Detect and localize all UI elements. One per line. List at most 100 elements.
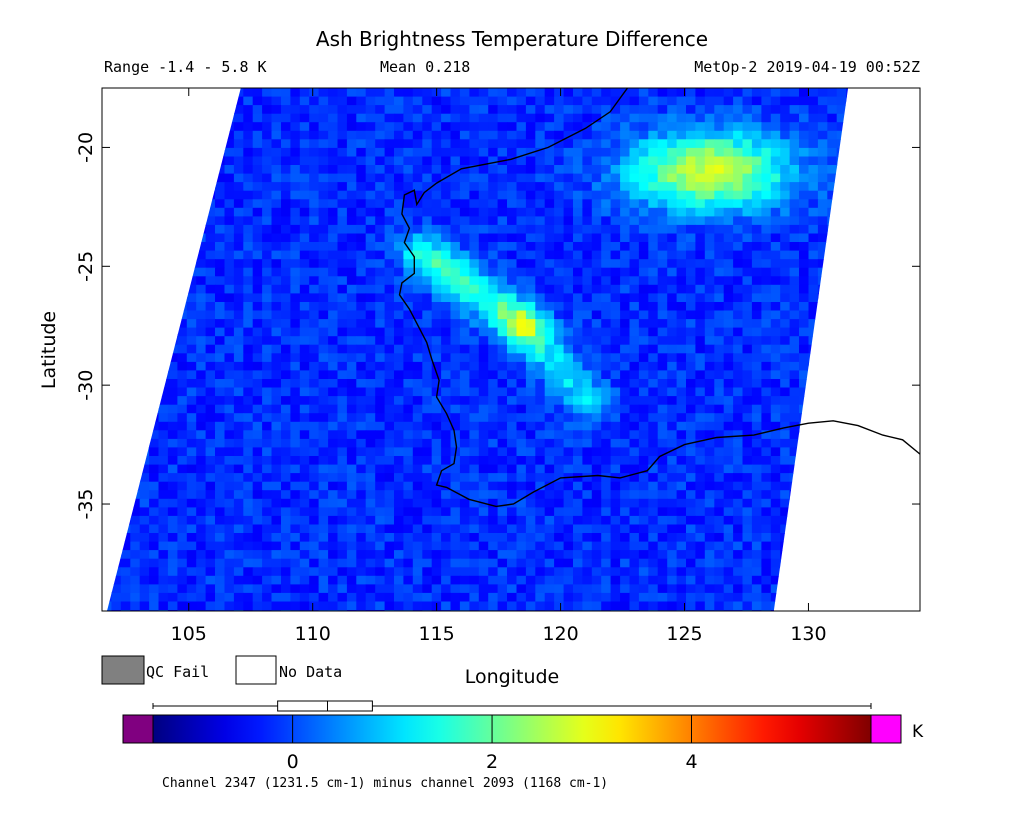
swath-cell: [139, 147, 150, 158]
swath-cell: [610, 421, 621, 431]
swath-cell: [591, 524, 602, 534]
swath-cell: [488, 276, 499, 286]
swath-cell: [563, 233, 574, 243]
swath-cell: [846, 250, 849, 260]
swath-cell: [629, 515, 640, 526]
swath-cell: [638, 404, 649, 414]
swath-cell: [375, 284, 386, 294]
swath-cell: [922, 225, 932, 234]
swath-cell: [638, 541, 649, 551]
swath-cell: [394, 541, 404, 551]
swath-cell: [648, 490, 659, 500]
swath-cell: [893, 268, 903, 277]
swath-cell: [695, 533, 706, 543]
swath-cell: [591, 473, 602, 483]
swath-cell: [497, 88, 508, 98]
swath-cell: [403, 190, 414, 200]
swath-cell: [158, 293, 169, 303]
swath-cell: [450, 216, 461, 226]
swath-cell: [412, 353, 423, 363]
swath-cell: [403, 105, 414, 115]
swath-cell: [893, 405, 903, 414]
swath-cell: [714, 361, 725, 372]
swath-cell: [459, 319, 470, 329]
swath-cell: [573, 207, 583, 217]
swath-cell: [704, 250, 715, 260]
swath-cell: [648, 456, 659, 466]
swath-cell: [262, 396, 273, 406]
swath-cell: [789, 473, 800, 483]
swath-cell: [874, 473, 884, 482]
swath-cell: [676, 438, 687, 449]
swath-cell: [856, 396, 866, 405]
swath-cell: [488, 130, 499, 140]
swath-cell: [441, 182, 452, 192]
swath-cell: [884, 285, 894, 294]
swath-cell: [375, 156, 386, 166]
swath-cell: [450, 276, 461, 286]
swath-cell: [412, 259, 423, 269]
swath-cell: [544, 473, 555, 483]
swath-cell: [554, 490, 565, 500]
swath-cell: [107, 447, 112, 457]
swath-cell: [158, 156, 169, 166]
swath-cell: [177, 310, 188, 320]
swath-cell: [233, 464, 244, 474]
swath-cell: [318, 533, 329, 543]
swath-cell: [582, 533, 593, 543]
swath-cell: [205, 122, 216, 132]
swath-cell: [394, 250, 404, 260]
swath-cell: [704, 558, 715, 568]
swath-cell: [789, 276, 800, 286]
swath-cell: [657, 541, 668, 551]
swath-cell: [591, 430, 602, 440]
swath-cell: [610, 122, 621, 132]
swath-cell: [478, 481, 489, 491]
swath-cell: [422, 216, 433, 226]
swath-cell: [450, 250, 461, 260]
swath-cell: [478, 96, 489, 106]
swath-cell: [422, 558, 433, 568]
swath-cell: [648, 224, 659, 235]
swath-cell: [789, 113, 800, 123]
swath-cell: [563, 550, 574, 560]
swath-cell: [884, 388, 894, 397]
swath-cell: [394, 481, 404, 491]
swath-cell: [770, 207, 781, 217]
swath-cell: [808, 199, 819, 209]
swath-cell: [780, 293, 791, 303]
swath-cell: [149, 293, 160, 303]
swath-cell: [177, 361, 188, 372]
swath-cell: [233, 490, 244, 500]
swath-cell: [874, 251, 884, 260]
swath-cell: [262, 361, 273, 372]
swath-cell: [582, 353, 593, 363]
swath-cell: [224, 182, 235, 192]
swath-cell: [346, 370, 357, 380]
swath-cell: [186, 139, 197, 149]
swath-cell: [215, 250, 225, 260]
swath-cell: [262, 250, 273, 260]
swath-cell: [742, 267, 753, 277]
swath-cell: [167, 421, 178, 431]
swath-cell: [177, 130, 188, 140]
swath-cell: [676, 430, 687, 440]
swath-cell: [789, 387, 800, 397]
swath-cell: [356, 88, 367, 98]
swath-cell: [733, 370, 744, 380]
swath-cell: [177, 233, 188, 243]
swath-cell: [431, 456, 442, 466]
swath-cell: [281, 156, 291, 166]
swath-cell: [394, 182, 404, 192]
swath-cell: [412, 250, 423, 260]
swath-cell: [554, 387, 565, 397]
swath-cell: [215, 421, 225, 431]
swath-cell: [714, 284, 725, 294]
swath-cell: [516, 122, 527, 132]
swath-cell: [177, 113, 188, 123]
swath-cell: [450, 507, 461, 517]
swath-cell: [657, 438, 668, 449]
swath-cell: [107, 464, 112, 474]
swath-cell: [111, 259, 122, 269]
swath-cell: [865, 465, 875, 474]
